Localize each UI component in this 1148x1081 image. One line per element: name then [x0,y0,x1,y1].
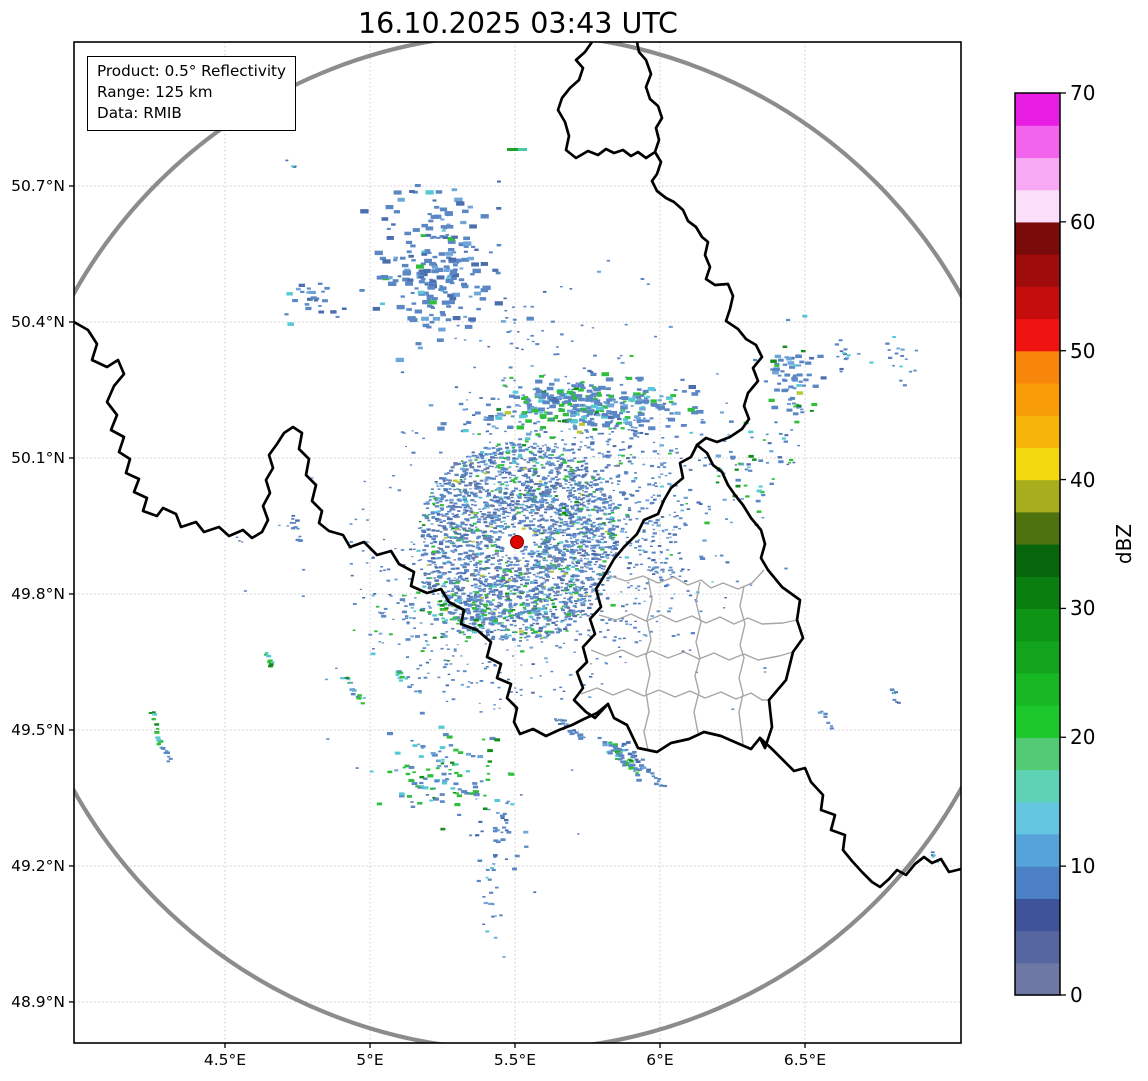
colorbar-tick-label: 20 [1070,725,1096,750]
colorbar-tick-label: 40 [1070,467,1096,492]
x-tick-label: 6°E [646,1051,674,1069]
y-tick-label: 49.8°N [11,584,65,603]
colorbar-tick-label: 30 [1070,596,1096,621]
y-tick-label: 49.2°N [11,856,65,875]
echo-mark [507,148,518,151]
info-data-source: Data: RMIB [97,103,182,122]
map-layers [74,42,961,1043]
regional-borders [580,569,798,751]
colorbar-frame [1014,92,1061,996]
colorbar-tick-label: 10 [1070,854,1096,879]
info-box: Product: 0.5° Reflectivity Range: 125 km… [87,56,296,131]
echo-mark [518,148,527,151]
colorbar-tick-label: 60 [1070,209,1096,234]
colorbar-tick-label: 50 [1070,338,1096,363]
colorbar-tick-label: 0 [1070,983,1083,1007]
national-borders [74,42,961,889]
radar-echoes [148,159,939,958]
colorbar-axis-label: dBZ [1112,523,1136,565]
y-tick-label: 50.7°N [11,177,65,195]
colorbar [1014,92,1066,996]
radar-site-dot [510,535,524,549]
info-product: Product: 0.5° Reflectivity [97,62,286,80]
page-title: 16.10.2025 03:43 UTC [358,7,678,40]
plot-frame [73,41,962,1044]
y-tick-label: 50.4°N [11,312,65,331]
x-tick-label: 4.5°E [203,1051,247,1069]
x-tick-label: 6.5°E [783,1051,827,1069]
info-range: Range: 125 km [97,82,213,101]
colorbar-tick-label: 70 [1070,81,1096,105]
y-tick-label: 49.5°N [11,720,65,739]
x-tick-label: 5.5°E [493,1051,537,1069]
x-tick-label: 5°E [356,1051,384,1069]
axis-ticks [69,185,806,1048]
y-tick-label: 50.1°N [11,448,65,467]
y-tick-label: 48.9°N [11,992,65,1011]
